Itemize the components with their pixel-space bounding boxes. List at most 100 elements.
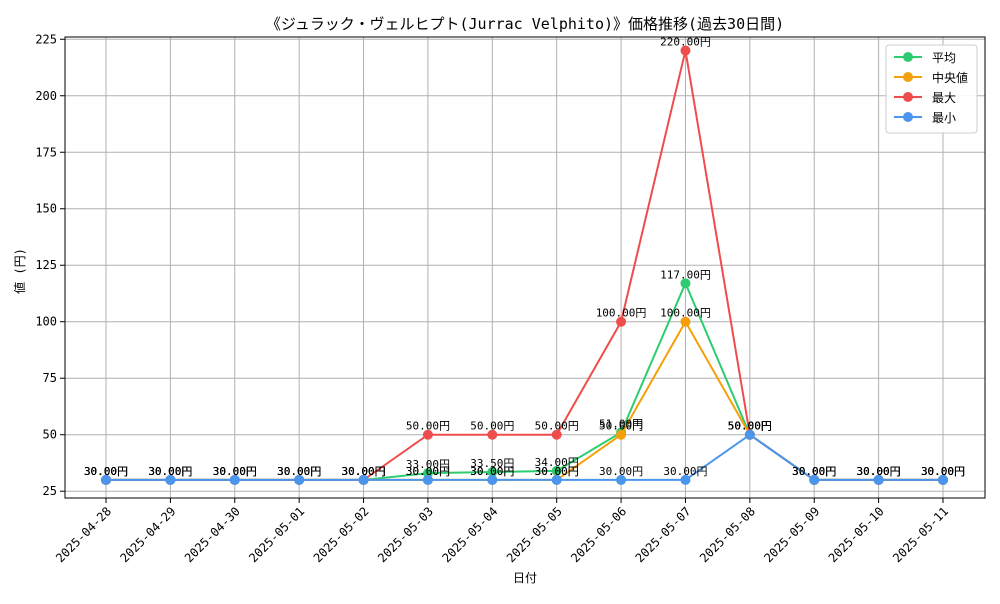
x-tick-label: 2025-05-05 bbox=[504, 504, 565, 565]
data-label: 30.00円 bbox=[406, 465, 450, 478]
y-tick-label: 25 bbox=[43, 484, 57, 498]
data-point bbox=[616, 474, 627, 485]
data-point bbox=[551, 465, 562, 476]
data-label: 30.00円 bbox=[857, 465, 901, 478]
data-label: 30.00円 bbox=[341, 465, 385, 478]
data-point bbox=[422, 474, 433, 485]
axes: 2025-04-28 2025-04-29 2025-04-30 2025-05-01… bbox=[35, 32, 986, 565]
data-label: 50.00円 bbox=[535, 420, 579, 433]
data-label: 30.00円 bbox=[470, 465, 514, 478]
data-label: 51.00円 bbox=[599, 417, 643, 430]
data-point bbox=[101, 474, 111, 485]
data-label: 30.00円 bbox=[921, 465, 965, 478]
data-label: 30.00円 bbox=[535, 465, 579, 478]
plot-frame bbox=[64, 36, 986, 499]
data-point bbox=[358, 474, 369, 485]
data-point bbox=[680, 316, 691, 327]
data-point bbox=[487, 474, 498, 485]
data-label: 30.00円 bbox=[857, 465, 901, 478]
data-label: 30.00円 bbox=[148, 465, 192, 478]
data-label: 30.00円 bbox=[921, 465, 965, 478]
data-label: 50.00円 bbox=[728, 420, 772, 433]
data-label: 50.00円 bbox=[599, 420, 643, 433]
data-point bbox=[551, 429, 562, 440]
series-line-3 bbox=[106, 433, 943, 481]
legend-label: 最小 bbox=[932, 111, 956, 125]
data-label: 50.00円 bbox=[728, 420, 772, 433]
data-label: 100.00円 bbox=[660, 307, 711, 320]
data-point bbox=[680, 45, 691, 56]
data-point bbox=[680, 278, 691, 289]
y-tick-label: 200 bbox=[35, 89, 57, 103]
data-label: 30.00円 bbox=[921, 465, 965, 478]
legend-marker bbox=[903, 112, 913, 122]
data-label: 30.00円 bbox=[535, 465, 579, 478]
data-point bbox=[616, 429, 627, 440]
x-tick-label: 2025-05-07 bbox=[633, 504, 694, 565]
data-label: 33.00円 bbox=[406, 458, 450, 471]
data-label: 50.00円 bbox=[728, 420, 772, 433]
x-tick-label: 2025-04-30 bbox=[182, 504, 243, 565]
data-label: 34.00円 bbox=[535, 456, 579, 469]
legend-label: 平均 bbox=[932, 51, 956, 65]
legend-box bbox=[885, 44, 978, 134]
series-layer bbox=[101, 45, 948, 485]
data-point bbox=[487, 467, 498, 478]
legend-marker bbox=[903, 52, 913, 62]
y-tick-label: 175 bbox=[35, 145, 57, 159]
data-point bbox=[551, 474, 562, 485]
data-label: 30.00円 bbox=[148, 465, 192, 478]
x-tick-label: 2025-05-08 bbox=[697, 504, 758, 565]
series-line-0 bbox=[106, 280, 943, 481]
data-label: 30.00円 bbox=[277, 465, 321, 478]
data-label: 30.00円 bbox=[213, 465, 257, 478]
data-label: 30.00円 bbox=[84, 465, 128, 478]
x-tick-label: 2025-05-02 bbox=[311, 504, 372, 565]
data-point bbox=[873, 474, 884, 485]
legend-label: 最大 bbox=[932, 91, 956, 105]
data-label: 30.00円 bbox=[792, 465, 836, 478]
data-label: 30.00円 bbox=[857, 465, 901, 478]
data-label: 30.00円 bbox=[406, 465, 450, 478]
legend-marker bbox=[903, 92, 913, 102]
x-axis-label: 日付 bbox=[513, 571, 537, 585]
data-label: 30.00円 bbox=[148, 465, 192, 478]
data-point bbox=[422, 429, 433, 440]
data-label: 50.00円 bbox=[470, 420, 514, 433]
data-label: 30.00円 bbox=[341, 465, 385, 478]
data-label: 30.00円 bbox=[213, 465, 257, 478]
series-line-1 bbox=[106, 319, 943, 481]
y-axis-label: 値 (円) bbox=[12, 248, 27, 294]
data-point bbox=[487, 429, 498, 440]
data-label: 30.00円 bbox=[470, 465, 514, 478]
data-label: 30.00円 bbox=[341, 465, 385, 478]
grid bbox=[65, 37, 985, 498]
x-tick-label: 2025-05-01 bbox=[246, 504, 307, 565]
data-label: 30.00円 bbox=[277, 465, 321, 478]
x-tick-label: 2025-04-28 bbox=[53, 504, 114, 565]
data-label: 30.00円 bbox=[213, 465, 257, 478]
data-label: 30.00円 bbox=[599, 465, 643, 478]
data-label: 30.00円 bbox=[84, 465, 128, 478]
x-tick-label: 2025-05-09 bbox=[761, 504, 822, 565]
data-point bbox=[680, 474, 691, 485]
data-label: 30.00円 bbox=[84, 465, 128, 478]
data-label: 30.00円 bbox=[792, 465, 836, 478]
data-label: 30.00円 bbox=[148, 465, 192, 478]
data-label: 30.00円 bbox=[792, 465, 836, 478]
chart-title: 《ジュラック・ヴェルヒプト(Jurrac Velphito)》価格推移(過去30… bbox=[266, 15, 784, 33]
data-label: 30.00円 bbox=[792, 465, 836, 478]
data-point bbox=[744, 429, 755, 440]
data-label: 220.00円 bbox=[660, 36, 711, 49]
x-tick-label: 2025-05-11 bbox=[890, 504, 951, 565]
x-tick-label: 2025-05-06 bbox=[568, 504, 629, 565]
data-label: 100.00円 bbox=[596, 307, 647, 320]
data-point bbox=[809, 474, 820, 485]
y-tick-label: 75 bbox=[43, 371, 57, 385]
data-label: 30.00円 bbox=[341, 465, 385, 478]
data-label: 30.00円 bbox=[857, 465, 901, 478]
data-label: 117.00円 bbox=[660, 268, 711, 281]
